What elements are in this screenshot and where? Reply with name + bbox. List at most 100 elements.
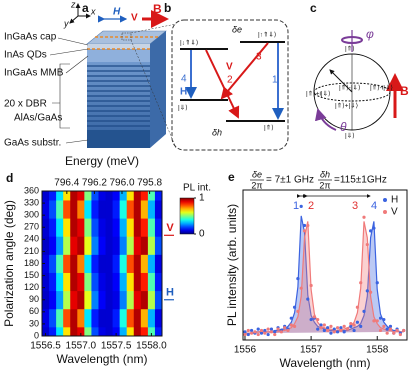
theta-arc [314,108,337,131]
heat-cell [56,326,64,336]
heat-cell [105,272,113,292]
data-point [322,323,326,327]
data-point [263,328,267,333]
heat-cell [154,236,162,255]
heat-cell [112,308,121,328]
zoom-line [130,39,177,149]
data-point [345,327,350,331]
y-tick-label: 30 [29,318,39,328]
x-tick-label: 1558 [366,345,389,356]
data-point [392,331,396,335]
heat-cell [91,218,99,237]
heat-cell [162,200,169,219]
heat-cell [133,272,142,292]
heat-cell [105,308,113,328]
data-point [382,324,386,328]
heat-cell [133,236,142,255]
heat-cell [105,236,113,255]
data-point [309,283,313,288]
y-tick-label: 90 [29,294,39,304]
energy-levels [180,41,285,122]
heat-cell [63,272,71,292]
angle-marker-label: V [166,222,174,234]
heat-cell [162,254,169,273]
data-point [362,215,366,219]
layer-label: InGaAs MMB [4,68,64,79]
heat-cell [126,326,135,336]
data-point [359,324,363,328]
data-point [306,297,310,301]
heat-cell [84,218,92,237]
data-point [369,229,373,233]
annotation-text: =115±1GHz [334,175,387,186]
colorbar-tick-label: 1 [199,193,205,204]
heat-cell [42,218,50,237]
axis-arrow [69,15,79,24]
data-point [349,324,353,328]
legend-marker [383,198,387,202]
state-vector [329,69,353,93]
heat-cell [133,191,142,201]
data-point [339,328,343,333]
heat-cell [42,308,50,328]
heat-cell [56,236,64,255]
x2-tick-label: 796.4 [54,178,79,189]
heat-cell [98,200,106,219]
heat-cell [56,308,64,328]
panel-label: c [310,1,317,15]
heat-cell [126,254,135,273]
heat-cell [133,290,142,310]
heat-cell [112,290,121,310]
data-point [329,324,333,328]
heat-cell [49,272,57,292]
axis-label: y [63,18,69,28]
field-label: B [400,84,409,98]
data-point [249,331,254,335]
state-label: |⇑⟩+i|⇓⟩ [306,90,331,98]
heat-cell [63,290,71,310]
data-point [362,309,366,313]
heat-cell [147,191,156,201]
heat-cell [49,308,57,328]
heat-cell [98,191,106,201]
data-point [332,330,336,334]
heat-cell [126,200,135,219]
heat-cell [49,254,57,273]
panel-label: b [164,1,171,15]
y-tick-label: 300 [24,210,39,220]
data-point [243,332,247,337]
heat-cell [77,236,85,255]
heat-cell [112,200,121,219]
y-tick-label: 150 [24,270,39,280]
data-point [302,229,307,233]
level-box [171,19,289,151]
data-point [319,326,323,330]
annotation-text: = 7±1 GHz [266,175,314,186]
heat-cell [77,308,85,328]
heat-cell [84,254,92,273]
heat-cell [56,272,64,292]
transition-number: 2 [227,75,233,86]
data-point [259,328,264,333]
heat-cell [147,308,156,328]
data-point [246,332,250,337]
data-point [316,317,320,322]
layer-label: InGaAs cap [4,32,57,43]
heat-cell [154,308,162,328]
legend-label: H [391,195,398,206]
pol-label: H [113,7,121,18]
data-point [398,332,402,337]
y-axis-title: Polarization angle (deg) [2,200,16,327]
layer-label: InAs QDs [4,50,47,61]
transition-arrow [220,42,269,100]
heat-cell [98,254,106,273]
y-tick-label: 120 [24,282,39,292]
heat-cell [70,191,78,201]
annotation-denominator: 2π [319,180,330,190]
heat-cell [42,191,50,201]
annotation-symbol: δe [252,169,262,179]
data-point [342,324,346,328]
heat-cell [84,308,92,328]
heat-cell [77,254,85,273]
heat-cell [154,326,162,336]
